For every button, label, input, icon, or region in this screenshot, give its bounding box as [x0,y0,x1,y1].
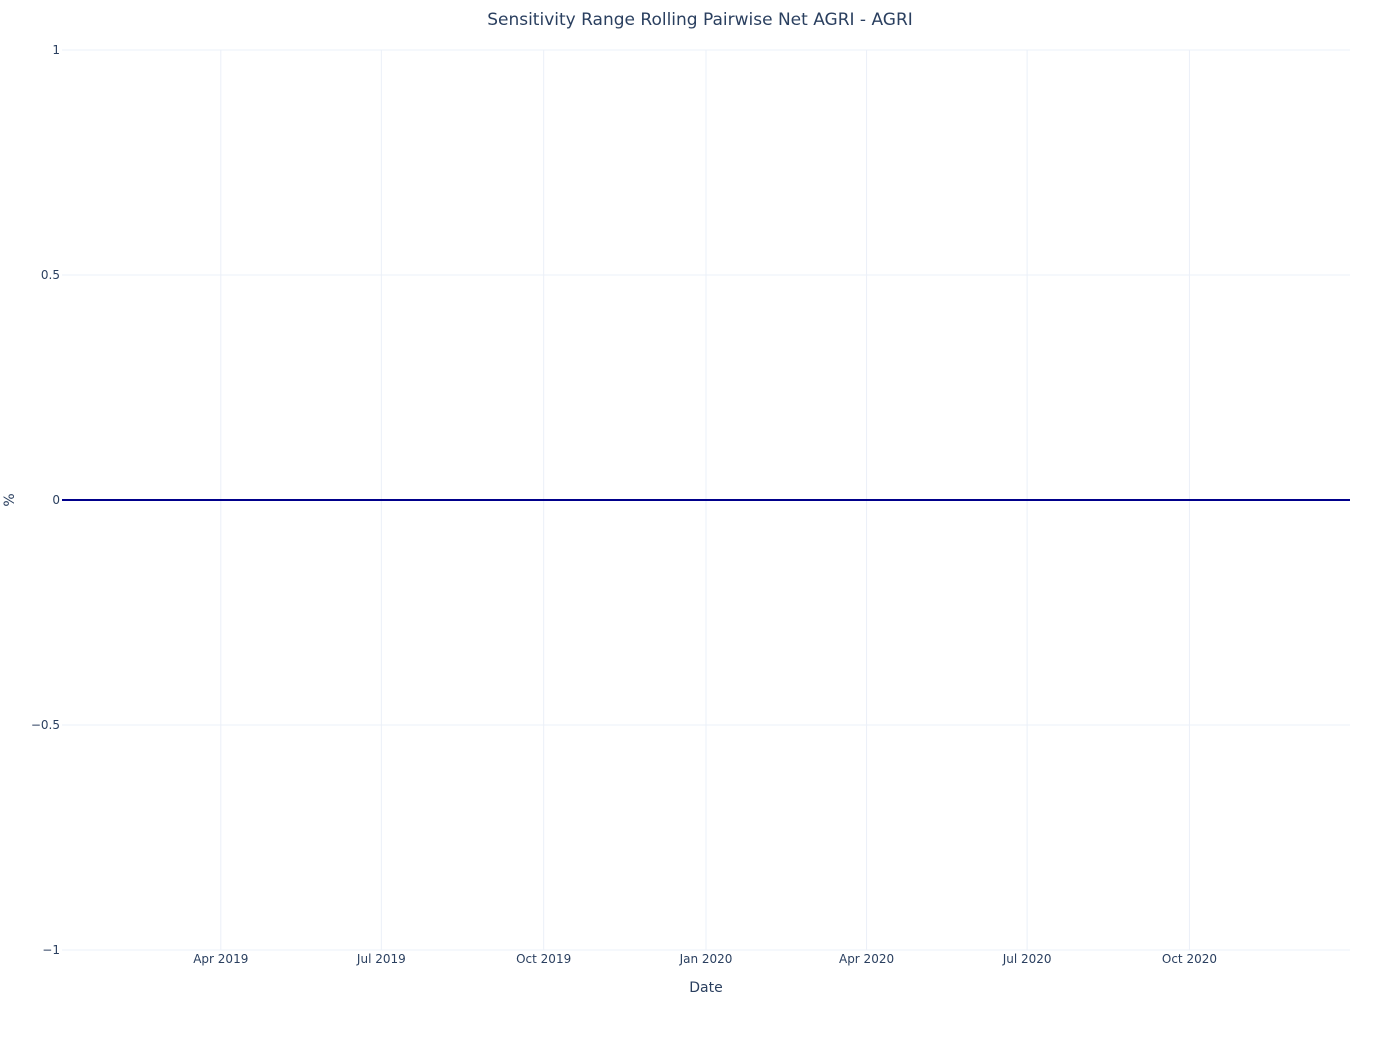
y-axis-label: % [2,493,18,506]
y-tick-label: 0 [52,493,60,507]
x-tick-label: Jul 2019 [356,952,406,966]
x-axis-ticks: Apr 2019 Jul 2019 Oct 2019 Jan 2020 Apr 2020… [193,952,1217,966]
x-tick-label: Jul 2020 [1002,952,1052,966]
y-tick-label: 0.5 [41,268,60,282]
y-tick-label: −1 [42,943,60,957]
y-tick-label: −0.5 [31,718,60,732]
x-tick-label: Oct 2019 [516,952,571,966]
x-tick-label: Jan 2020 [679,952,733,966]
x-axis-label: Date [689,980,722,996]
chart-title: Sensitivity Range Rolling Pairwise Net A… [487,10,913,30]
y-tick-label: 1 [52,43,60,57]
x-tick-label: Apr 2020 [839,952,894,966]
x-tick-label: Oct 2020 [1162,952,1217,966]
y-axis-ticks: 1 0.5 0 −0.5 −1 [31,43,60,957]
x-tick-label: Apr 2019 [193,952,248,966]
